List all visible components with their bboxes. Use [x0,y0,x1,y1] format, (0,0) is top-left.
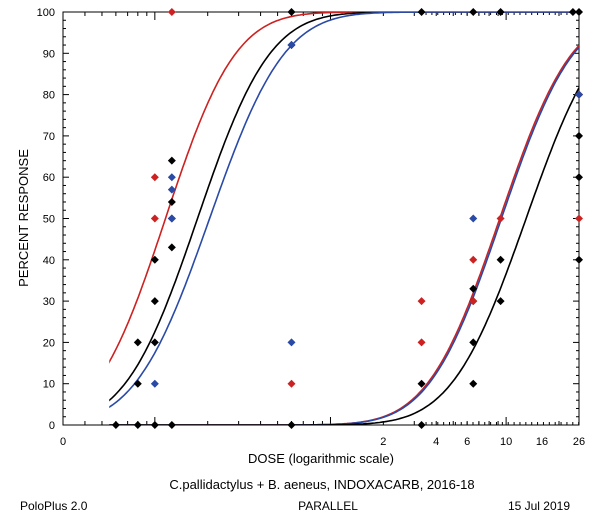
y-tick-label: 0 [49,420,55,432]
data-point-black [287,8,296,16]
data-point-black [167,156,176,165]
data-point-black [150,338,159,347]
data-point-red [417,338,426,347]
y-tick-label: 30 [43,296,55,308]
data-point-red [287,379,296,388]
y-tick-label: 40 [43,255,55,267]
y-tick-label: 10 [43,379,55,391]
chart-title: C.pallidactylus + B. aeneus, INDOXACARB,… [169,477,474,492]
data-point-black [575,255,583,264]
x-tick-label: 2 [380,436,386,448]
data-point-black [287,421,296,429]
program-name: PoloPlus 2.0 [20,499,88,513]
data-point-red [469,297,478,306]
x-tick-label: 6 [464,436,470,448]
data-point-black [417,421,426,429]
data-point-black [469,284,478,293]
x-tick-label: 10 [500,436,512,448]
data-point-black [111,421,120,429]
data-point-red [167,8,176,16]
data-points [111,8,583,429]
data-point-blue [167,185,176,194]
red-curve-2 [109,44,579,425]
data-point-blue [167,173,176,182]
x-axis-label: DOSE (logarithmic scale) [248,451,394,466]
data-point-black [575,8,583,16]
data-point-blue [575,90,583,99]
data-point-black [150,255,159,264]
x-tick-label: 26 [573,436,585,448]
y-tick-label: 100 [37,7,55,19]
data-point-black [150,421,159,429]
data-point-black [496,8,505,16]
x-tick-label: 16 [536,436,548,448]
data-point-black [496,297,505,306]
data-point-red [469,255,478,264]
data-point-black [133,421,142,429]
data-point-black [575,131,583,140]
y-tick-label: 90 [43,48,55,60]
data-point-black [167,197,176,206]
y-tick-label: 60 [43,172,55,184]
red-curve-1 [109,12,579,364]
blue-curve-2 [109,46,579,425]
data-point-black [417,379,426,388]
plot-date: 15 Jul 2019 [508,499,570,513]
y-axis-label: PERCENT RESPONSE [16,149,31,287]
data-point-black [469,8,478,16]
data-point-red [575,214,583,223]
data-point-black [150,297,159,306]
data-point-red [150,173,159,182]
data-point-black [496,255,505,264]
data-point-black [469,379,478,388]
black-curve-1 [109,12,579,402]
x-tick-label: 4 [433,436,439,448]
data-point-red [496,214,505,223]
y-tick-label: 50 [43,214,55,226]
blue-curve-1 [109,12,579,409]
data-point-black [417,8,426,16]
model-name: PARALLEL [298,499,358,513]
data-point-black [133,338,142,347]
data-point-blue [167,214,176,223]
y-tick-label: 80 [43,90,55,102]
tick-labels: 0 10 20 30 40 50 60 70 80 90 100 0 2 4 6 10 16 26 [37,7,585,448]
y-tick-label: 20 [43,337,55,349]
x-origin-label: 0 [60,436,66,448]
y-tick-label: 70 [43,131,55,143]
data-point-black [133,379,142,388]
data-point-black [167,243,176,252]
data-point-red [417,297,426,306]
data-point-black [575,173,583,182]
data-point-red [150,214,159,223]
data-point-blue [287,41,296,50]
data-point-black [469,338,478,347]
probit-curves [109,12,579,425]
data-point-blue [150,379,159,388]
data-point-black [568,8,577,16]
data-point-blue [287,338,296,347]
data-point-black [167,421,176,429]
data-point-blue [469,214,478,223]
black-curve-2 [109,87,579,425]
